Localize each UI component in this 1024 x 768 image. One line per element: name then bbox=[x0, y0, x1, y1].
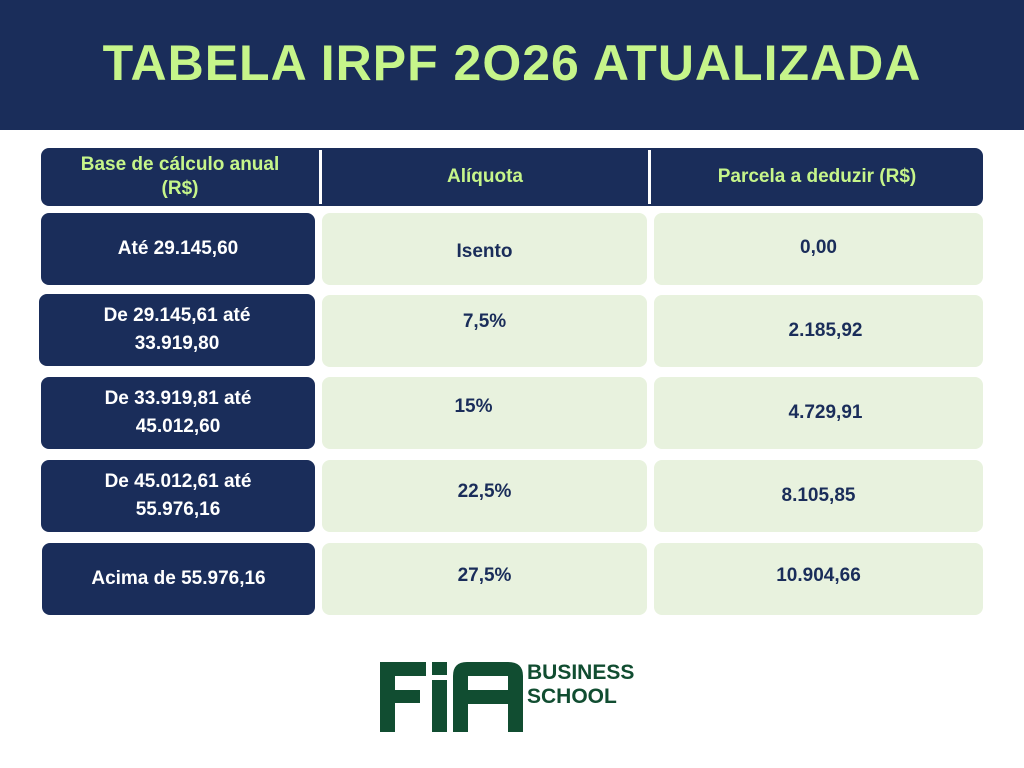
table-cell-parcela: 10.904,66 bbox=[654, 543, 983, 615]
table-cell-aliquota: 27,5% bbox=[322, 543, 647, 615]
table-cell-parcela: 2.185,92 bbox=[654, 295, 983, 367]
logo-text-business: BUSINESS bbox=[527, 661, 635, 684]
logo-wordmark: BUSINESS SCHOOL bbox=[527, 661, 634, 708]
column-separator bbox=[319, 150, 322, 204]
table-cell-base: Acima de 55.976,16 bbox=[42, 543, 315, 615]
table-cell-base: De 33.919,81 até 45.012,60 bbox=[41, 377, 315, 449]
page-title: TABELA IRPF 2O26 ATUALIZADA bbox=[102, 35, 922, 91]
table-cell-aliquota: 7,5% bbox=[322, 295, 647, 367]
table-cell-base: De 45.012,61 até 55.976,16 bbox=[41, 460, 315, 532]
column-separator bbox=[648, 150, 651, 204]
table-cell-aliquota: 15% bbox=[322, 377, 647, 449]
title-banner: TABELA IRPF 2O26 ATUALIZADA bbox=[0, 0, 1024, 130]
column-header-aliquota: Alíquota bbox=[447, 166, 523, 188]
column-header-base: Base de cálculo anual (R$) bbox=[80, 154, 280, 199]
table-cell-parcela: 8.105,85 bbox=[654, 460, 983, 532]
column-header-parcela: Parcela a deduzir (R$) bbox=[717, 166, 917, 188]
logo-text-school: SCHOOL bbox=[527, 684, 617, 708]
table-cell-base: De 29.145,61 até 33.919,80 bbox=[39, 294, 315, 366]
table-cell-parcela: 4.729,91 bbox=[654, 377, 983, 449]
fia-logo bbox=[380, 660, 650, 736]
fia-logo-mark bbox=[380, 662, 523, 732]
table-cell-aliquota: 22,5% bbox=[322, 460, 647, 532]
table-cell-base: Até 29.145,60 bbox=[41, 213, 315, 285]
table-cell-aliquota: Isento bbox=[322, 213, 647, 285]
table-header bbox=[41, 148, 983, 206]
table-cell-parcela: 0,00 bbox=[654, 213, 983, 285]
